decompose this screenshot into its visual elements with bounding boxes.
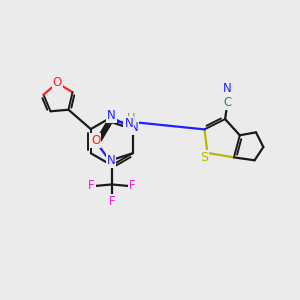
Text: S: S xyxy=(200,151,208,164)
Text: N: N xyxy=(107,154,116,167)
Text: F: F xyxy=(129,179,135,192)
Text: N: N xyxy=(223,82,232,95)
Text: O: O xyxy=(52,76,62,89)
Text: F: F xyxy=(88,179,95,192)
Text: F: F xyxy=(108,195,115,208)
Text: H: H xyxy=(127,113,135,123)
Text: N: N xyxy=(124,117,133,130)
Text: O: O xyxy=(91,134,101,147)
Text: N: N xyxy=(107,109,116,122)
Text: C: C xyxy=(223,96,232,110)
Text: N: N xyxy=(130,121,139,134)
